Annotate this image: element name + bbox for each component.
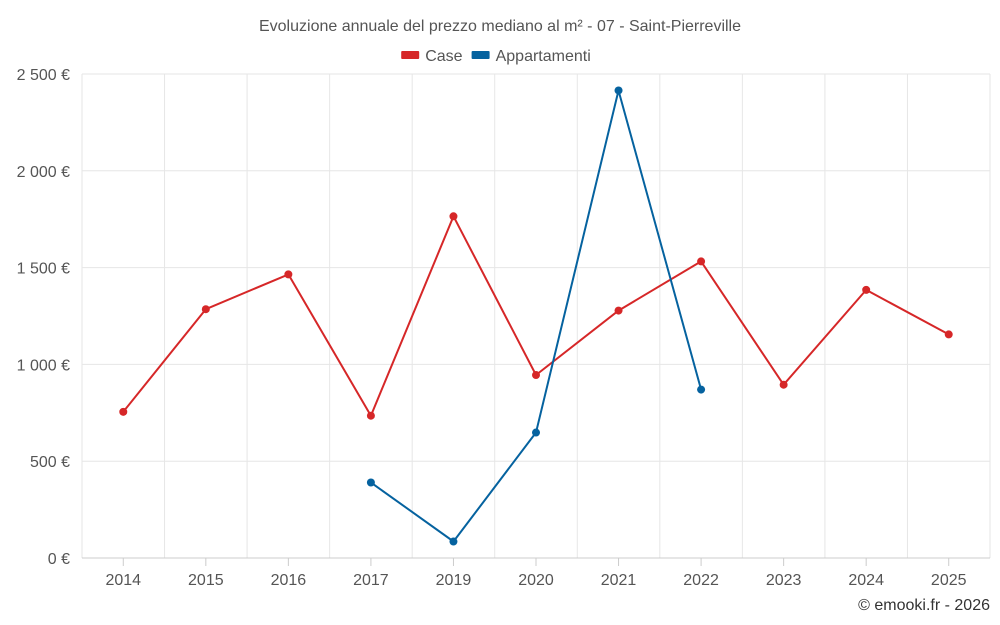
data-point-case-2025[interactable] [944,330,953,339]
y-axis-labels: 0 € 500 € 1 000 € 1 500 € 2 000 € 2 500 € [17,67,70,568]
legend-swatch-appartamenti [471,51,490,59]
y-tick-label: 2 000 € [17,164,70,181]
y-tick-label: 1 500 € [17,261,70,278]
x-axis-labels: 2014 2015 2016 2017 2019 2020 2021 2022 2023 2024… [105,558,967,589]
x-tick-label: 2020 [518,572,554,589]
x-tick-label: 2014 [105,572,141,589]
x-tick-label: 2015 [188,572,224,589]
series-line-appartamenti [370,89,703,543]
y-gridlines [82,73,990,559]
data-point-appartamenti-2020[interactable] [532,428,540,437]
credit-text: © emooki.fr - 2026 [858,597,990,614]
data-point-case-2015[interactable] [201,305,210,314]
data-point-appartamenti-2022[interactable] [697,385,706,394]
data-point-appartamenti-2019[interactable] [449,537,458,546]
x-tick-label: 2022 [683,572,719,589]
data-point-case-2014[interactable] [119,407,128,416]
x-tick-label: 2021 [601,572,637,589]
x-tick-label: 2023 [766,572,802,589]
data-point-case-2019[interactable] [449,212,458,221]
data-point-case-2017[interactable] [366,411,375,420]
y-tick-label: 1 000 € [17,357,70,374]
x-tick-label: 2017 [353,572,389,589]
data-point-case-2022[interactable] [697,257,706,266]
legend: Case Appartamenti [401,48,591,65]
legend-label-appartamenti[interactable]: Appartamenti [496,48,591,65]
data-point-case-2023[interactable] [779,380,788,389]
x-gridlines [81,74,991,558]
x-tick-label: 2024 [848,572,884,589]
data-point-case-2021[interactable] [614,306,623,315]
x-tick-label: 2016 [271,572,307,589]
x-tick-label: 2025 [931,572,967,589]
chart-title: Evoluzione annuale del prezzo mediano al… [259,18,741,35]
y-tick-label: 0 € [48,551,70,568]
y-tick-label: 500 € [30,454,70,471]
legend-label-case[interactable]: Case [425,48,462,65]
series-points [119,86,953,546]
data-point-appartamenti-2021[interactable] [614,86,623,95]
data-point-case-2020[interactable] [532,371,540,380]
data-point-case-2016[interactable] [284,270,293,279]
legend-swatch-case [401,51,420,59]
data-point-case-2024[interactable] [862,285,871,294]
data-point-appartamenti-2017[interactable] [366,478,375,487]
x-tick-label: 2019 [436,572,472,589]
y-tick-label: 2 500 € [17,67,70,84]
